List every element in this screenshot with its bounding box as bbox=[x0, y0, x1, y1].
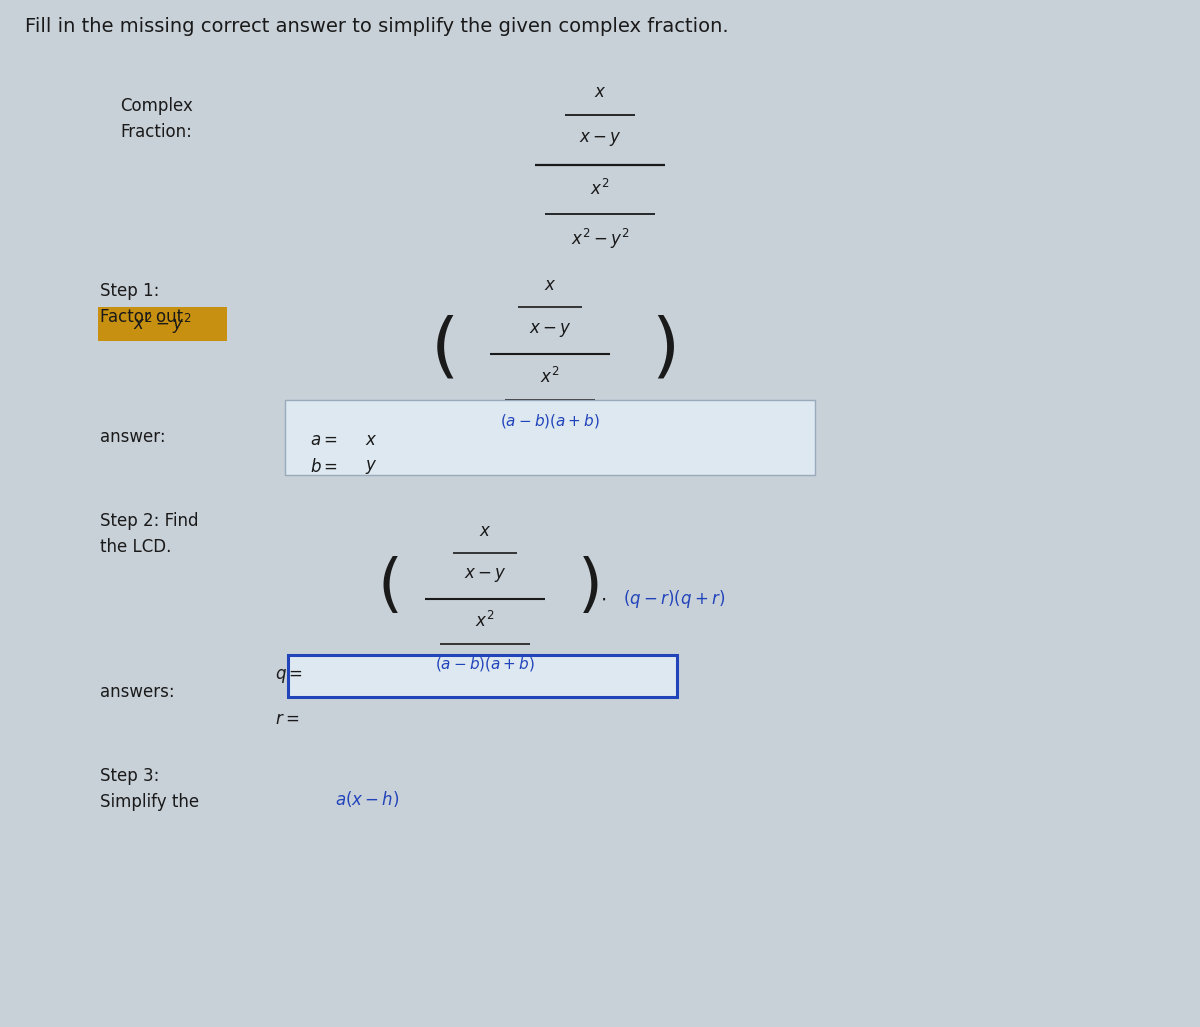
Text: Step 1:
Factor out: Step 1: Factor out bbox=[100, 282, 184, 327]
Text: $x-y$: $x-y$ bbox=[578, 130, 622, 148]
FancyBboxPatch shape bbox=[288, 655, 677, 697]
Text: Fill in the missing correct answer to simplify the given complex fraction.: Fill in the missing correct answer to si… bbox=[25, 17, 728, 36]
Text: ): ) bbox=[577, 556, 602, 618]
Text: $x^2$: $x^2$ bbox=[475, 611, 494, 631]
FancyBboxPatch shape bbox=[286, 400, 815, 476]
Text: $q =$: $q =$ bbox=[275, 667, 302, 685]
Text: $x$: $x$ bbox=[479, 522, 491, 540]
Text: Step 3:
Simplify the: Step 3: Simplify the bbox=[100, 767, 199, 811]
Text: $\cdot$: $\cdot$ bbox=[600, 589, 606, 609]
Text: answers:: answers: bbox=[100, 683, 175, 701]
Text: $b =$: $b =$ bbox=[310, 458, 338, 476]
Text: answer:: answer: bbox=[100, 428, 166, 446]
Text: $x^2 - y^2$: $x^2 - y^2$ bbox=[133, 312, 192, 336]
Text: $x^2$: $x^2$ bbox=[540, 367, 559, 387]
Text: (: ( bbox=[378, 556, 402, 618]
Text: $a =$: $a =$ bbox=[310, 431, 337, 449]
Text: ): ) bbox=[650, 315, 679, 384]
Text: $y$: $y$ bbox=[365, 458, 378, 476]
FancyBboxPatch shape bbox=[98, 307, 227, 341]
Text: $(a-b)(a+b)$: $(a-b)(a+b)$ bbox=[436, 655, 535, 673]
Text: (: ( bbox=[431, 315, 460, 384]
Text: $x$: $x$ bbox=[544, 276, 557, 294]
Text: $a(x - h)$: $a(x - h)$ bbox=[335, 789, 400, 809]
Text: $x$: $x$ bbox=[594, 83, 606, 101]
Text: Complex
Fraction:: Complex Fraction: bbox=[120, 97, 193, 142]
Text: $x^2-y^2$: $x^2-y^2$ bbox=[571, 227, 629, 251]
Text: $x$: $x$ bbox=[365, 431, 378, 449]
Text: Step 2: Find
the LCD.: Step 2: Find the LCD. bbox=[100, 512, 198, 557]
Text: $x-y$: $x-y$ bbox=[529, 321, 571, 339]
Text: $x^2$: $x^2$ bbox=[590, 179, 610, 199]
Text: $(a-b)(a+b)$: $(a-b)(a+b)$ bbox=[500, 412, 600, 430]
Text: $(q-r)(q+r)$: $(q-r)(q+r)$ bbox=[623, 588, 725, 610]
Text: $x-y$: $x-y$ bbox=[463, 566, 506, 584]
Text: $r =$: $r =$ bbox=[275, 710, 299, 728]
